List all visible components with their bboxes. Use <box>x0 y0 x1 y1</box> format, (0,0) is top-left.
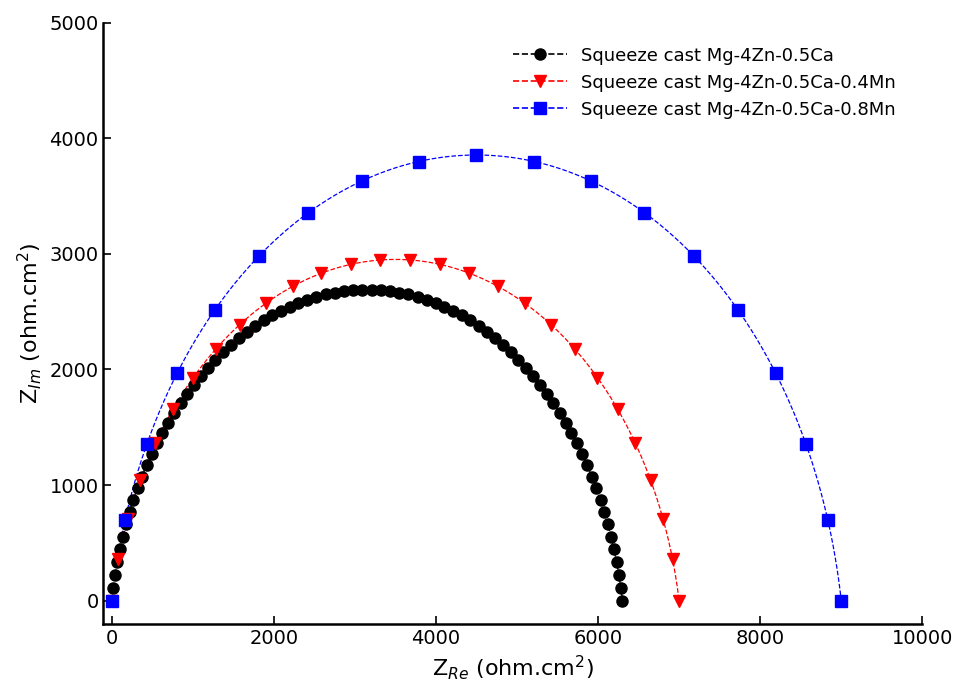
Squeeze cast Mg-4Zn-0.5Ca <box>106 597 117 605</box>
Squeeze cast Mg-4Zn-0.5Ca-0.8Mn <box>356 177 368 185</box>
Squeeze cast Mg-4Zn-0.5Ca-0.4Mn <box>464 269 475 277</box>
Squeeze cast Mg-4Zn-0.5Ca-0.8Mn <box>688 252 700 260</box>
Squeeze cast Mg-4Zn-0.5Ca-0.4Mn <box>629 439 641 447</box>
Squeeze cast Mg-4Zn-0.5Ca-0.4Mn <box>657 514 669 523</box>
Squeeze cast Mg-4Zn-0.5Ca-0.4Mn <box>492 282 503 291</box>
Squeeze cast Mg-4Zn-0.5Ca-0.4Mn <box>645 476 656 484</box>
Squeeze cast Mg-4Zn-0.5Ca-0.8Mn <box>254 252 265 260</box>
Squeeze cast Mg-4Zn-0.5Ca-0.4Mn <box>316 269 327 277</box>
Squeeze cast Mg-4Zn-0.5Ca-0.4Mn <box>435 260 446 268</box>
Squeeze cast Mg-4Zn-0.5Ca-0.4Mn <box>667 555 679 563</box>
Squeeze cast Mg-4Zn-0.5Ca-0.8Mn <box>822 516 833 524</box>
Squeeze cast Mg-4Zn-0.5Ca-0.8Mn <box>800 439 811 447</box>
Squeeze cast Mg-4Zn-0.5Ca-0.4Mn <box>106 597 117 605</box>
Squeeze cast Mg-4Zn-0.5Ca <box>498 341 509 349</box>
Squeeze cast Mg-4Zn-0.5Ca-0.4Mn <box>545 321 557 329</box>
Squeeze cast Mg-4Zn-0.5Ca-0.8Mn <box>209 305 221 314</box>
Squeeze cast Mg-4Zn-0.5Ca-0.8Mn <box>171 369 183 377</box>
Squeeze cast Mg-4Zn-0.5Ca <box>473 322 485 330</box>
Squeeze cast Mg-4Zn-0.5Ca-0.8Mn <box>119 516 131 524</box>
Squeeze cast Mg-4Zn-0.5Ca-0.8Mn <box>141 439 153 447</box>
Squeeze cast Mg-4Zn-0.5Ca-0.4Mn <box>210 345 222 353</box>
Squeeze cast Mg-4Zn-0.5Ca-0.4Mn <box>519 299 530 307</box>
Squeeze cast Mg-4Zn-0.5Ca-0.8Mn <box>303 208 315 217</box>
Line: Squeeze cast Mg-4Zn-0.5Ca-0.8Mn: Squeeze cast Mg-4Zn-0.5Ca-0.8Mn <box>106 148 848 607</box>
Squeeze cast Mg-4Zn-0.5Ca-0.8Mn <box>106 597 117 605</box>
Squeeze cast Mg-4Zn-0.5Ca-0.4Mn <box>405 256 416 264</box>
X-axis label: Z$_{Re}$ (ohm.cm$^{2}$): Z$_{Re}$ (ohm.cm$^{2}$) <box>432 653 594 682</box>
Squeeze cast Mg-4Zn-0.5Ca-0.8Mn <box>770 369 781 377</box>
Squeeze cast Mg-4Zn-0.5Ca-0.4Mn <box>167 405 179 413</box>
Squeeze cast Mg-4Zn-0.5Ca-0.4Mn <box>612 405 623 413</box>
Legend: Squeeze cast Mg-4Zn-0.5Ca, Squeeze cast Mg-4Zn-0.5Ca-0.4Mn, Squeeze cast Mg-4Zn-: Squeeze cast Mg-4Zn-0.5Ca, Squeeze cast … <box>503 38 905 128</box>
Squeeze cast Mg-4Zn-0.5Ca-0.8Mn <box>470 151 482 159</box>
Squeeze cast Mg-4Zn-0.5Ca-0.8Mn <box>639 208 650 217</box>
Squeeze cast Mg-4Zn-0.5Ca-0.4Mn <box>112 555 124 563</box>
Squeeze cast Mg-4Zn-0.5Ca-0.4Mn <box>188 374 199 382</box>
Squeeze cast Mg-4Zn-0.5Ca-0.4Mn <box>591 374 603 382</box>
Squeeze cast Mg-4Zn-0.5Ca <box>617 597 628 605</box>
Squeeze cast Mg-4Zn-0.5Ca-0.4Mn <box>135 476 146 484</box>
Squeeze cast Mg-4Zn-0.5Ca <box>594 496 606 505</box>
Line: Squeeze cast Mg-4Zn-0.5Ca-0.4Mn: Squeeze cast Mg-4Zn-0.5Ca-0.4Mn <box>106 254 685 607</box>
Squeeze cast Mg-4Zn-0.5Ca-0.4Mn <box>122 514 134 523</box>
Squeeze cast Mg-4Zn-0.5Ca-0.4Mn <box>234 321 246 329</box>
Squeeze cast Mg-4Zn-0.5Ca <box>447 307 459 315</box>
Squeeze cast Mg-4Zn-0.5Ca-0.4Mn <box>149 439 161 447</box>
Squeeze cast Mg-4Zn-0.5Ca-0.8Mn <box>585 177 596 185</box>
Squeeze cast Mg-4Zn-0.5Ca-0.8Mn <box>412 158 424 166</box>
Squeeze cast Mg-4Zn-0.5Ca-0.4Mn <box>345 260 356 268</box>
Squeeze cast Mg-4Zn-0.5Ca-0.8Mn <box>835 597 847 605</box>
Squeeze cast Mg-4Zn-0.5Ca-0.4Mn <box>260 299 272 307</box>
Squeeze cast Mg-4Zn-0.5Ca-0.8Mn <box>732 305 743 314</box>
Squeeze cast Mg-4Zn-0.5Ca-0.8Mn <box>529 158 540 166</box>
Squeeze cast Mg-4Zn-0.5Ca-0.4Mn <box>375 256 386 264</box>
Squeeze cast Mg-4Zn-0.5Ca-0.4Mn <box>674 597 685 605</box>
Squeeze cast Mg-4Zn-0.5Ca <box>356 286 368 294</box>
Squeeze cast Mg-4Zn-0.5Ca <box>319 290 331 298</box>
Squeeze cast Mg-4Zn-0.5Ca-0.4Mn <box>287 282 299 291</box>
Squeeze cast Mg-4Zn-0.5Ca <box>439 302 450 311</box>
Y-axis label: Z$_{Im}$ (ohm.cm$^{2}$): Z$_{Im}$ (ohm.cm$^{2}$) <box>15 243 44 404</box>
Line: Squeeze cast Mg-4Zn-0.5Ca: Squeeze cast Mg-4Zn-0.5Ca <box>106 284 628 606</box>
Squeeze cast Mg-4Zn-0.5Ca-0.4Mn <box>569 345 581 353</box>
